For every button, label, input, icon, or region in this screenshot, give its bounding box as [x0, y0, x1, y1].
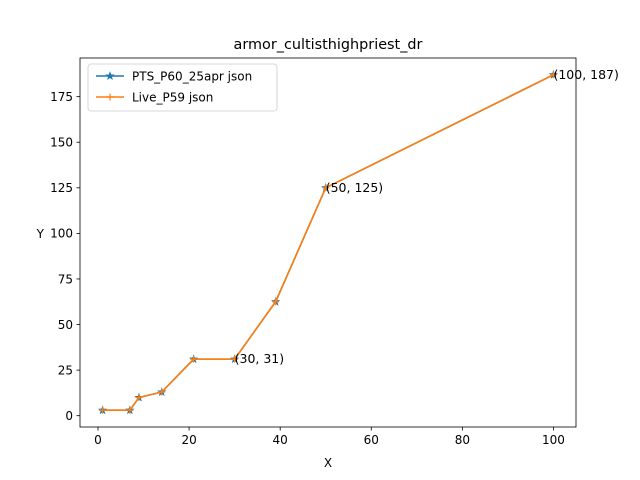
x-tick-label: 60 [364, 433, 379, 447]
x-axis-label: X [324, 456, 332, 470]
y-tick-label: 150 [50, 136, 73, 150]
data-point-marker [158, 388, 166, 396]
data-point-marker [322, 184, 330, 192]
axes-frame [79, 57, 577, 428]
point-annotation: (100, 187) [553, 67, 618, 82]
data-point-marker [135, 393, 143, 401]
x-tick-label: 20 [181, 433, 196, 447]
data-point-marker [190, 355, 198, 363]
data-point-marker [126, 406, 134, 414]
legend-box [87, 63, 278, 112]
y-tick-label: 175 [50, 90, 73, 104]
x-tick-label: 80 [455, 433, 470, 447]
data-point-marker [99, 406, 107, 414]
legend-label: Live_P59 json [132, 90, 213, 104]
data-point-marker [231, 355, 239, 363]
y-tick-label: 25 [58, 363, 73, 377]
chart-title: armor_cultisthighpriest_dr [234, 37, 423, 53]
y-tick-label: 125 [50, 181, 73, 195]
axes: 0 20 40 60 80 100 0 25 50 75 100 125 150 175 [50, 57, 577, 447]
x-tick-label: 0 [94, 433, 102, 447]
y-tick-label: 75 [58, 272, 73, 286]
legend: PTS_P60_25apr json Live_P59 json [87, 63, 278, 112]
legend-label: PTS_P60_25apr json [132, 69, 252, 83]
y-tick-label: 100 [50, 227, 73, 241]
data-point-marker [272, 298, 280, 306]
data-point-marker [549, 71, 557, 79]
point-annotation: (30, 31) [235, 351, 285, 366]
legend-swatch-marker [106, 93, 114, 101]
y-axis-label: Y [36, 227, 45, 241]
y-tick-label: 50 [58, 318, 73, 332]
x-tick-label: 40 [273, 433, 288, 447]
plot-area: (30, 31) (50, 125) (100, 187) [97, 67, 619, 415]
y-tick-label: 0 [65, 409, 73, 423]
legend-swatch-marker [105, 71, 115, 80]
point-annotation: (50, 125) [326, 180, 383, 195]
x-tick-label: 100 [542, 433, 565, 447]
